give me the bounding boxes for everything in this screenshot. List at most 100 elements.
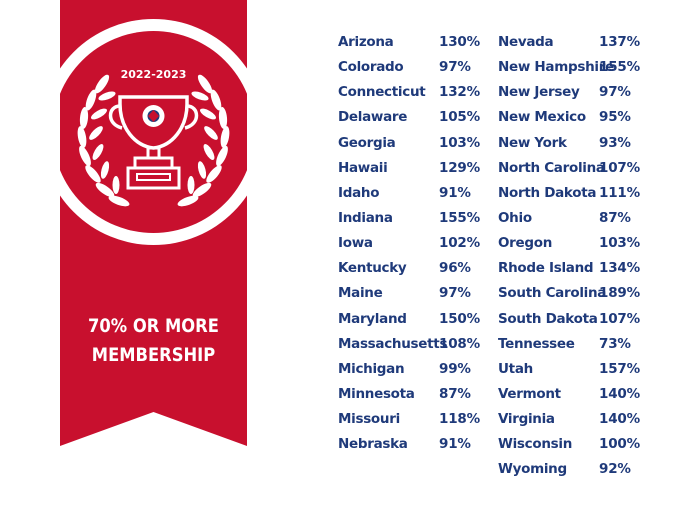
state-row: Missouri 118% (338, 407, 480, 432)
state-name: Wisconsin (498, 436, 573, 453)
state-row: Rhode Island 134% (498, 256, 640, 281)
state-row: Hawaii 129% (338, 156, 480, 181)
membership-percent: 96% (439, 260, 471, 277)
state-name: South Dakota (498, 310, 598, 327)
caption-line-1: 70% OR MORE (88, 315, 219, 337)
state-name: Vermont (498, 385, 561, 402)
state-row: Oregon 103% (498, 231, 640, 256)
state-name: Tennessee (498, 335, 575, 352)
state-row: Maryland 150% (338, 307, 480, 332)
state-row: Utah 157% (498, 357, 640, 382)
trophy-icon (108, 95, 199, 190)
state-row: North Dakota 111% (498, 181, 640, 206)
state-name: Wyoming (498, 461, 567, 478)
states-column-right: Nevada 137% New Hampshire 155% New Jersey 97%… (498, 30, 640, 483)
membership-percent: 150% (439, 310, 480, 327)
laurel-right-icon (177, 74, 230, 207)
state-row: Arizona 130% (338, 30, 480, 55)
membership-percent: 91% (439, 184, 471, 201)
state-row: South Dakota 107% (498, 307, 640, 332)
state-name: Maine (338, 285, 383, 302)
state-row: North Carolina 107% (498, 156, 640, 181)
state-row: Wisconsin 100% (498, 432, 640, 457)
membership-percent: 103% (599, 235, 640, 252)
state-name: Missouri (338, 411, 400, 428)
membership-percent: 189% (599, 285, 640, 302)
membership-percent: 140% (599, 385, 640, 402)
membership-percent: 107% (599, 159, 640, 176)
membership-percent: 95% (599, 109, 631, 126)
state-name: Colorado (338, 59, 404, 76)
membership-percent: 102% (439, 235, 480, 252)
state-row: Nebraska 91% (338, 432, 471, 457)
membership-percent: 97% (439, 59, 471, 76)
state-name: Minnesota (338, 385, 415, 402)
states-column-left: Arizona 130% Colorado 97% Connecticut 132% Del… (338, 30, 480, 457)
state-name: Rhode Island (498, 260, 594, 277)
state-name: Arizona (338, 34, 394, 50)
membership-percent: 118% (439, 411, 480, 428)
state-name: Michigan (338, 360, 405, 377)
membership-percent: 105% (439, 109, 480, 126)
award-ribbon: 2022-2023 (60, 0, 247, 446)
state-name: Georgia (338, 134, 396, 151)
state-row: Colorado 97% (338, 55, 471, 80)
state-row: Indiana 155% (338, 206, 480, 231)
membership-percent: 140% (599, 411, 640, 428)
state-name: Kentucky (338, 260, 407, 277)
state-row: New Hampshire 155% (498, 55, 640, 80)
membership-percent: 155% (599, 59, 640, 76)
state-row: Connecticut 132% (338, 80, 480, 105)
state-name: Ohio (498, 209, 532, 226)
state-row: Tennessee 73% (498, 332, 631, 357)
membership-percent: 87% (439, 385, 471, 402)
state-name: Oregon (498, 235, 553, 252)
state-name: North Carolina (498, 159, 605, 176)
state-row: Wyoming 92% (498, 457, 631, 482)
membership-percent: 108% (439, 335, 480, 352)
state-row: Georgia 103% (338, 131, 480, 156)
membership-percent: 103% (439, 134, 480, 151)
membership-percent: 137% (599, 34, 640, 50)
state-name: Connecticut (338, 84, 426, 101)
state-name: Idaho (338, 184, 380, 201)
membership-percent: 87% (599, 209, 631, 226)
state-name: Delaware (338, 109, 408, 126)
caption-line-2: MEMBERSHIP (91, 344, 216, 366)
state-name: New Hampshire (498, 59, 614, 76)
state-row: Michigan 99% (338, 357, 471, 382)
state-row: Maine 97% (338, 281, 471, 306)
state-row: Iowa 102% (338, 231, 480, 256)
state-row: Idaho 91% (338, 181, 471, 206)
state-name: New Jersey (498, 84, 580, 101)
state-name: Massachusetts (338, 335, 448, 352)
state-name: New Mexico (498, 109, 586, 126)
membership-percent: 155% (439, 209, 480, 226)
state-row: New Jersey 97% (498, 80, 631, 105)
state-name: Hawaii (338, 159, 388, 176)
state-row: Minnesota 87% (338, 382, 471, 407)
state-row: Virginia 140% (498, 407, 640, 432)
state-row: New Mexico 95% (498, 105, 631, 130)
membership-percent: 91% (439, 436, 471, 453)
state-row: Kentucky 96% (338, 256, 471, 281)
badge-year: 2022-2023 (121, 68, 187, 81)
state-name: South Carolina (498, 285, 607, 302)
laurel-left-icon (77, 74, 130, 207)
state-name: New York (498, 134, 567, 151)
membership-percent: 130% (439, 34, 480, 50)
state-row: Massachusetts 108% (338, 332, 480, 357)
badge-disc (60, 31, 247, 233)
ribbon-caption: 70% OR MORE MEMBERSHIP (73, 312, 234, 370)
membership-percent: 132% (439, 84, 480, 101)
membership-percent: 134% (599, 260, 640, 277)
state-name: Nebraska (338, 436, 408, 453)
state-row: New York 93% (498, 131, 631, 156)
state-name: Maryland (338, 310, 407, 327)
state-row: Ohio 87% (498, 206, 631, 231)
state-name: Iowa (338, 235, 373, 252)
state-name: Indiana (338, 209, 393, 226)
membership-percent: 100% (599, 436, 640, 453)
membership-percent: 92% (599, 461, 631, 478)
state-name: Nevada (498, 34, 554, 50)
